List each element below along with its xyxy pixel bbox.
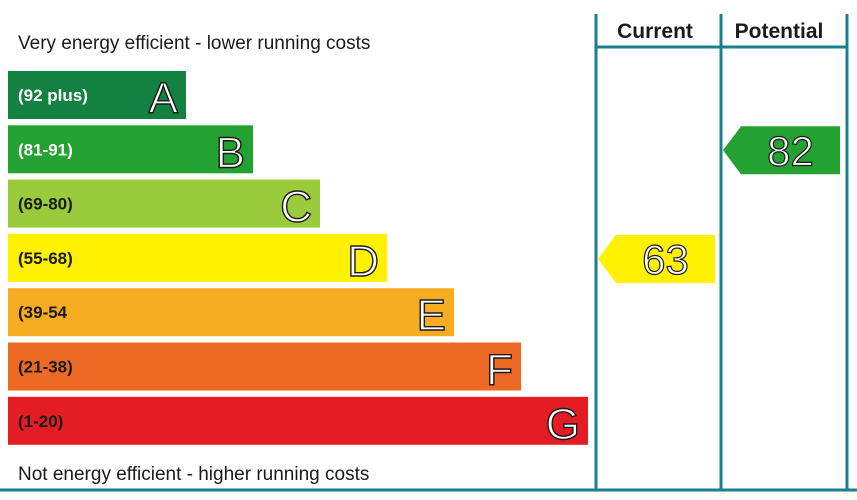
potential-score-value: 82 [767,127,814,174]
band-d: (55-68) D [8,233,387,287]
score-arrows: 63 82 [598,126,840,283]
band-letter-a: A [149,74,179,123]
band-range-b: (81-91) [18,140,73,159]
band-letter-f: F [486,346,513,395]
band-bar-d [8,233,387,282]
band-bar-e [8,288,454,337]
band-a: (92 plus) A [8,71,186,124]
band-f: (21-38) F [8,342,521,395]
current-column-header: Current [617,20,693,43]
current-score: 63 [598,234,715,283]
current-score-value: 63 [642,236,689,283]
bottom-caption: Not energy efficient - higher running co… [18,464,369,485]
band-bar-c [8,179,320,228]
band-range-a: (92 plus) [18,86,88,105]
rating-bands: (92 plus) A(81-91) B(69-80) C(55-68) D(39-54… [8,71,588,449]
potential-column-header: Potential [735,20,824,43]
top-caption: Very energy efficient - lower running co… [18,33,370,54]
band-range-e: (39-54 [18,303,68,322]
band-e: (39-54 E [8,288,454,341]
band-range-g: (1-20) [18,412,63,431]
band-range-f: (21-38) [18,358,73,377]
band-range-c: (69-80) [18,195,73,214]
band-c: (69-80) C [8,179,320,232]
potential-score: 82 [723,126,840,175]
current-score-arrow [598,234,715,283]
band-bar-f [8,342,521,391]
band-range-d: (55-68) [18,249,73,268]
band-letter-d: D [347,237,379,286]
chart-frame [0,14,857,492]
band-g: (1-20) G [8,396,588,449]
band-bar-a [8,71,186,119]
band-letter-g: G [546,400,580,449]
band-bar-g [8,396,588,445]
band-bar-b [8,125,253,174]
potential-score-arrow [723,126,840,175]
band-letter-c: C [280,183,312,232]
band-b: (81-91) B [8,125,253,178]
band-letter-e: E [417,291,446,340]
band-letter-b: B [216,128,245,177]
